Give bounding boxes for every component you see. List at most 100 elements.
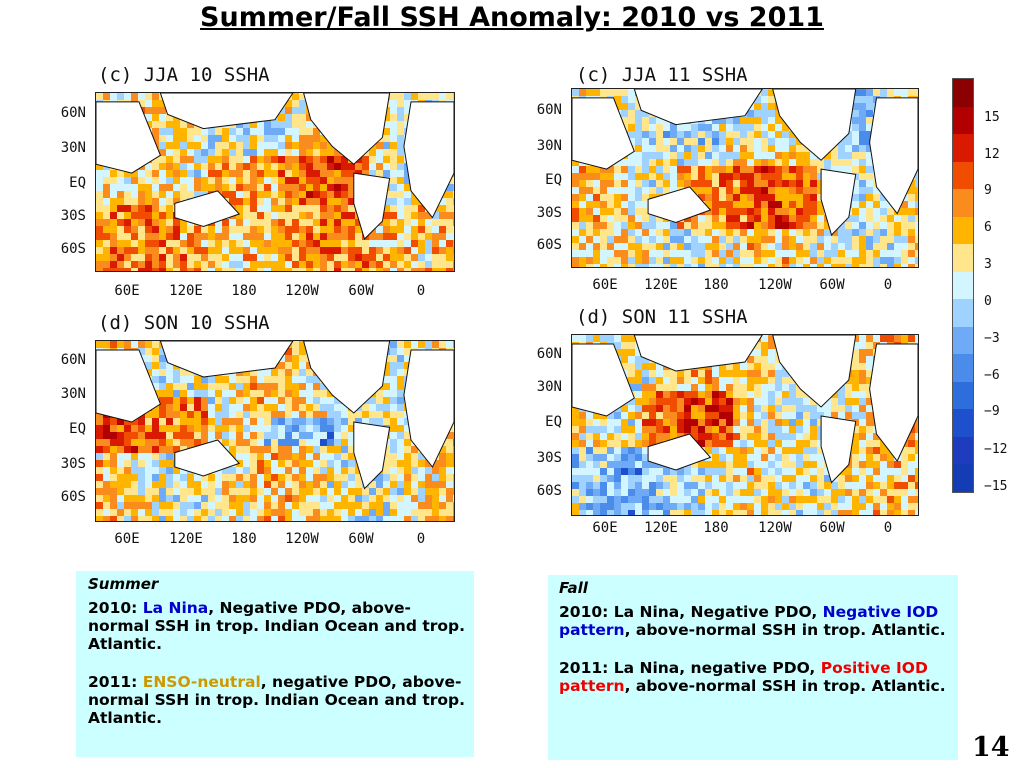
colorbar-label: −9 [984,404,1000,419]
colorbar-label: 0 [984,294,992,309]
lat-label: EQ [69,421,86,437]
lon-label: 120W [758,520,792,536]
lat-label: 60N [60,352,86,368]
colorbar-cell [953,216,973,244]
lon-label: 60E [114,283,140,299]
lat-label: 60N [536,102,562,118]
colorbar-cell [953,354,973,382]
lon-label: 180 [231,283,257,299]
lon-label: 0 [416,283,426,299]
colorbar-cell [953,436,973,464]
ssha-field [96,341,454,521]
colorbar-label: −12 [984,442,1008,457]
ssha-map [95,92,455,272]
lat-label: 60N [536,346,562,362]
lon-label: 120W [285,283,319,299]
lat-label: EQ [545,172,562,188]
lon-label: 60W [348,283,374,299]
colorbar-cell [953,381,973,409]
colorbar-cell [953,79,973,107]
lon-label: 120E [169,531,203,547]
colorbar-label: 12 [984,147,1000,162]
ssha-map [95,340,455,522]
colorbar-label: −15 [984,479,1008,494]
colorbar-cell [953,106,973,134]
lon-label: 60W [819,520,845,536]
lat-label: 30S [536,205,562,221]
panel-title: (d) SON 10 SSHA [98,312,270,334]
year-label: 2010: [88,599,143,617]
lat-label: 30S [60,456,86,472]
lat-label: 60S [536,237,562,253]
colorbar-cell [953,161,973,189]
panel-title: (d) SON 11 SSHA [576,306,748,328]
lon-label: 60E [592,520,618,536]
lon-label: 120W [285,531,319,547]
lon-label: 60E [592,277,618,293]
lat-label: 30N [60,386,86,402]
colorbar-label: 6 [984,220,992,235]
lat-label: EQ [545,414,562,430]
panel-title: (c) JJA 11 SSHA [576,64,748,86]
fall-2011-text: 2011: La Nina, negative PDO, Positive IO… [559,659,952,695]
lon-label: 180 [231,531,257,547]
lat-label: 30S [536,450,562,466]
lon-label: 0 [883,520,893,536]
lon-label: 120E [644,277,678,293]
lon-label: 60E [114,531,140,547]
summer-textbox: Summer 2010: La Nina, Negative PDO, abov… [76,571,474,757]
colorbar-label: −3 [984,331,1000,346]
lat-label: 60S [60,241,86,257]
fall-2010-text: 2010: La Nina, Negative PDO, Negative IO… [559,603,952,639]
fall-2010-rest: , above-normal SSH in trop. Atlantic. [624,621,946,639]
lon-label: 60W [819,277,845,293]
lon-label: 0 [416,531,426,547]
colorbar-cell [953,299,973,327]
ssha-field [572,89,918,267]
lat-label: 30N [536,379,562,395]
lon-label: 180 [703,520,729,536]
fall-textbox: Fall 2010: La Nina, Negative PDO, Negati… [548,575,958,760]
colorbar-cell [953,464,973,492]
lat-label: 60N [60,105,86,121]
summer-2010-text: 2010: La Nina, Negative PDO, above-norma… [88,599,468,653]
panel-title: (c) JJA 10 SSHA [98,64,270,86]
fall-2010-prefix: 2010: La Nina, Negative PDO, [559,603,823,621]
fall-2011-prefix: 2011: La Nina, negative PDO, [559,659,821,677]
colorbar-label: −6 [984,368,1000,383]
positive-iod-highlight: Positive IOD pattern [559,659,928,695]
lat-label: EQ [69,175,86,191]
lon-label: 180 [703,277,729,293]
colorbar-cell [953,326,973,354]
summer-2011-text: 2011: ENSO-neutral, negative PDO, above-… [88,673,468,727]
ssha-map [571,334,919,516]
colorbar-label: 3 [984,257,992,272]
colorbar-cell [953,409,973,437]
lat-label: 30N [60,140,86,156]
summer-2010-rest: , Negative PDO, above-normal SSH in trop… [88,599,466,653]
fall-2011-rest: , above-normal SSH in trop. Atlantic. [624,677,946,695]
colorbar-cell [953,244,973,272]
lon-label: 120E [169,283,203,299]
summer-2011-rest: , negative PDO, above-normal SSH in trop… [88,673,466,727]
colorbar [952,78,974,493]
page-number: 14 [972,732,1010,763]
ssha-map [571,88,919,268]
lon-label: 0 [883,277,893,293]
ssha-field [96,93,454,271]
la-nina-highlight: La Nina [142,599,209,617]
lat-label: 30N [536,138,562,154]
enso-neutral-highlight: ENSO-neutral [142,673,261,691]
year-label: 2011: [88,673,143,691]
lon-label: 60W [348,531,374,547]
lat-label: 60S [60,489,86,505]
lon-label: 120W [758,277,792,293]
colorbar-cell [953,134,973,162]
lat-label: 60S [536,483,562,499]
lat-label: 30S [60,208,86,224]
colorbar-cell [953,189,973,217]
negative-iod-highlight: Negative IOD pattern [559,603,939,639]
slide-title: Summer/Fall SSH Anomaly: 2010 vs 2011 [200,2,824,33]
lon-label: 120E [644,520,678,536]
summer-heading: Summer [88,575,159,593]
